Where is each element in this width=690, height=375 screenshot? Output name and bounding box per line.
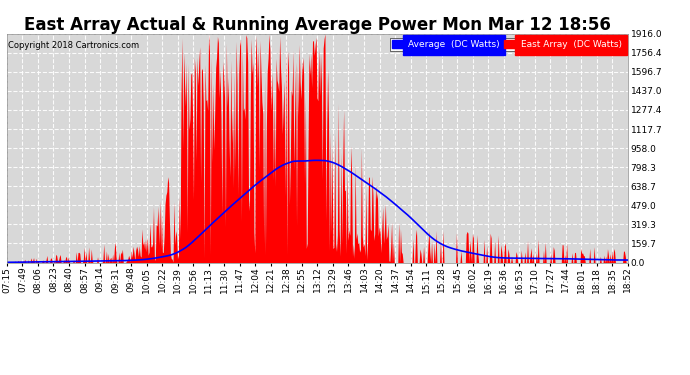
Text: Copyright 2018 Cartronics.com: Copyright 2018 Cartronics.com: [8, 40, 139, 50]
Legend: Average  (DC Watts), East Array  (DC Watts): Average (DC Watts), East Array (DC Watts…: [390, 38, 623, 51]
Title: East Array Actual & Running Average Power Mon Mar 12 18:56: East Array Actual & Running Average Powe…: [24, 16, 611, 34]
